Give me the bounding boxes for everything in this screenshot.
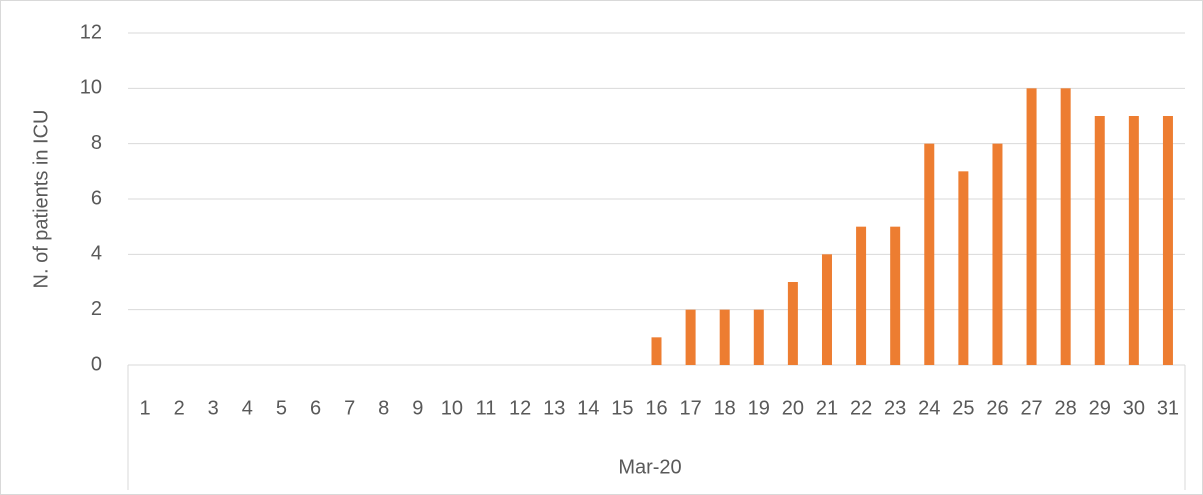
x-tick-label: 11 <box>476 397 497 419</box>
bar <box>958 171 969 365</box>
bar <box>1026 88 1037 365</box>
x-tick-label: 27 <box>1020 397 1042 419</box>
x-tick-label: 14 <box>577 397 599 419</box>
x-tick-label: 16 <box>645 397 667 419</box>
x-tick-label: 25 <box>952 397 974 419</box>
bar <box>685 309 696 365</box>
x-tick-label: 19 <box>748 397 770 419</box>
x-tick-label: 28 <box>1055 397 1077 419</box>
x-tick-label: 26 <box>986 397 1008 419</box>
x-tick-label: 30 <box>1123 397 1145 419</box>
x-tick-label: 15 <box>611 397 633 419</box>
bar <box>1128 116 1139 365</box>
bar <box>1094 116 1105 365</box>
bar <box>890 226 901 365</box>
x-tick-label: 9 <box>412 397 423 419</box>
x-tick-label: 2 <box>174 397 185 419</box>
x-tick-label: 5 <box>276 397 287 419</box>
bar <box>753 309 764 365</box>
category-group-label: Mar-20 <box>618 456 681 478</box>
bar <box>1162 116 1173 365</box>
bar <box>787 282 798 365</box>
bar <box>1060 88 1071 365</box>
y-axis-title: N. of patients in ICU <box>30 110 52 289</box>
x-tick-label: 23 <box>884 397 906 419</box>
bar <box>924 143 935 365</box>
x-tick-label: 3 <box>208 397 219 419</box>
x-tick-label: 17 <box>679 397 701 419</box>
x-tick-label: 31 <box>1157 397 1179 419</box>
x-tick-label: 7 <box>344 397 355 419</box>
x-tick-label: 24 <box>918 397 940 419</box>
x-tick-label: 13 <box>543 397 565 419</box>
x-tick-label: 22 <box>850 397 872 419</box>
y-tick-label: 8 <box>91 132 102 154</box>
bar <box>719 309 730 365</box>
x-tick-label: 21 <box>816 397 838 419</box>
bar <box>651 337 662 365</box>
x-tick-label: 4 <box>242 397 253 419</box>
bar <box>856 226 867 365</box>
x-tick-label: 1 <box>139 397 150 419</box>
x-tick-label: 20 <box>782 397 804 419</box>
y-tick-label: 12 <box>80 21 102 43</box>
x-tick-label: 18 <box>714 397 736 419</box>
x-tick-label: 12 <box>509 397 531 419</box>
y-tick-label: 6 <box>91 187 102 209</box>
x-tick-label: 6 <box>310 397 321 419</box>
y-tick-label: 4 <box>91 243 102 265</box>
y-tick-label: 0 <box>91 353 102 375</box>
x-tick-label: 29 <box>1089 397 1111 419</box>
y-tick-label: 2 <box>91 298 102 320</box>
x-tick-label: 8 <box>378 397 389 419</box>
y-tick-label: 10 <box>80 77 102 99</box>
bar <box>992 143 1003 365</box>
bar <box>821 254 832 365</box>
x-tick-label: 10 <box>441 397 463 419</box>
